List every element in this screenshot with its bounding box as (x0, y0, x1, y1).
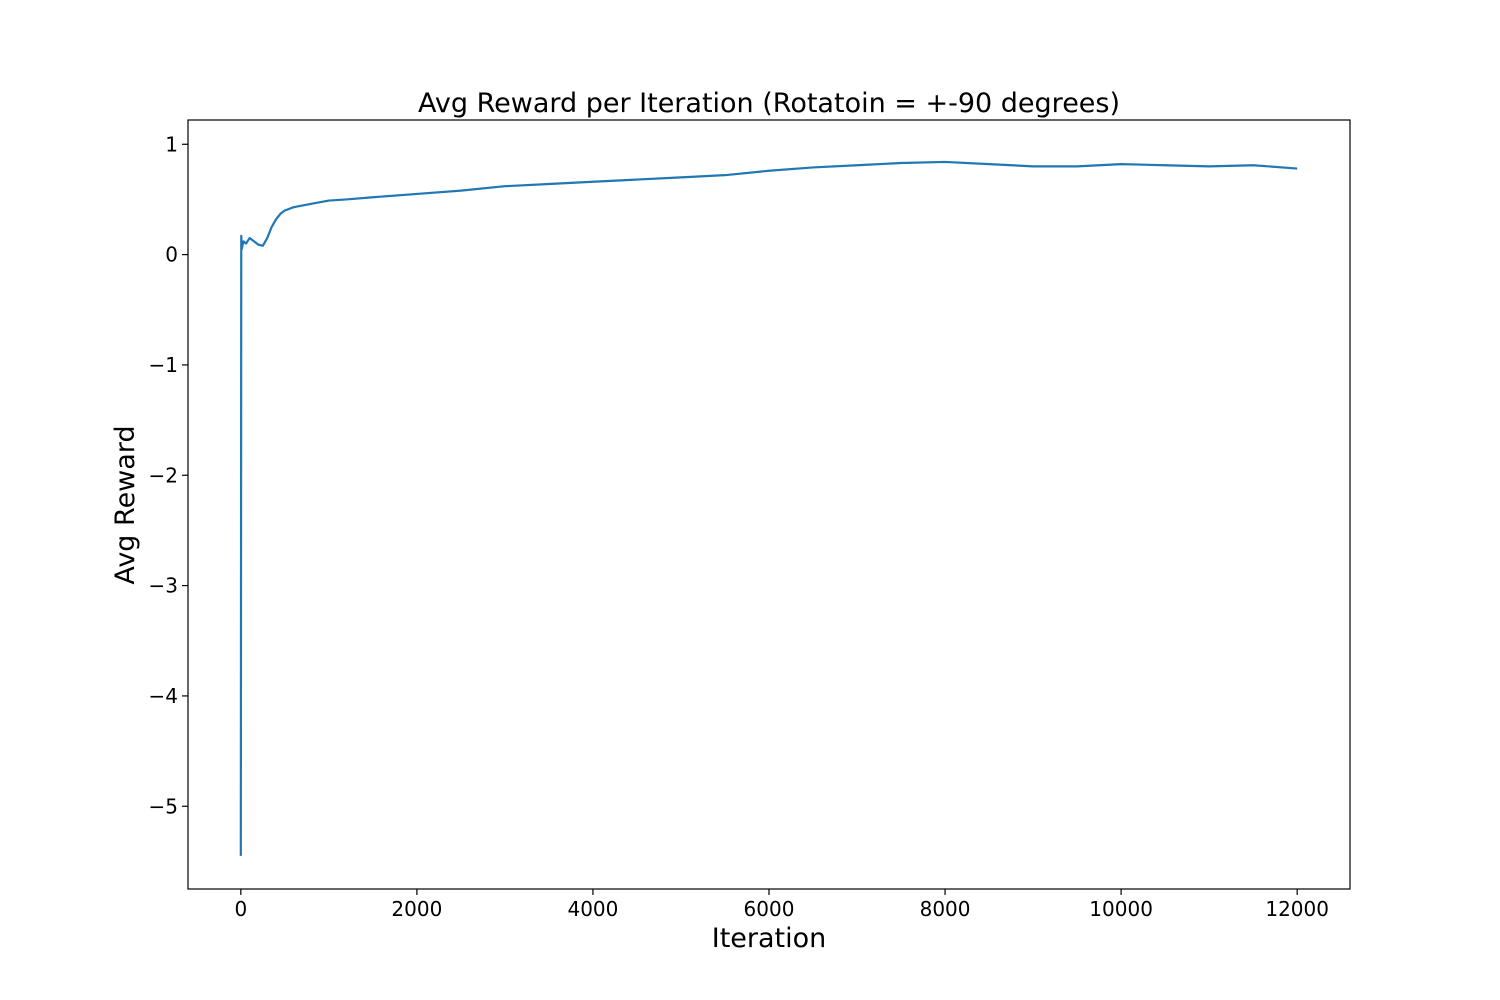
x-tick-label: 0 (234, 897, 247, 921)
x-axis: 0 2000 4000 6000 8000 10000 12000 (234, 889, 1329, 921)
y-tick-label: −4 (149, 684, 178, 708)
y-tick-label: −2 (149, 463, 178, 487)
series-line-0 (239, 160, 1298, 856)
x-tick-label: 2000 (391, 897, 442, 921)
y-tick-label: 0 (165, 243, 178, 267)
y-tick-label: −1 (149, 353, 178, 377)
x-tick-label: 4000 (567, 897, 618, 921)
x-tick-label: 6000 (744, 897, 795, 921)
y-tick-label: −3 (149, 574, 178, 598)
plot-area (239, 160, 1298, 856)
x-tick-label: 12000 (1265, 897, 1329, 921)
x-axis-label: Iteration (712, 923, 827, 954)
x-tick-label: 10000 (1089, 897, 1153, 921)
y-axis: 1 0 −1 −2 −3 −4 −5 (149, 132, 188, 818)
chart-title: Avg Reward per Iteration (Rotatoin = +-9… (418, 88, 1120, 119)
y-axis-label: Avg Reward (110, 425, 141, 584)
x-tick-label: 8000 (920, 897, 971, 921)
y-tick-label: −5 (149, 794, 178, 818)
y-tick-label: 1 (165, 132, 178, 156)
